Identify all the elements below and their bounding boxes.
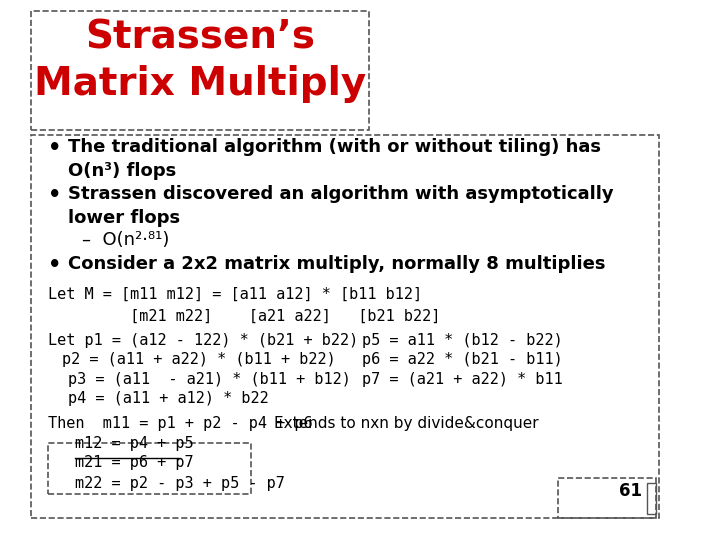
Text: Strassen discovered an algorithm with asymptotically: Strassen discovered an algorithm with as… xyxy=(68,185,614,202)
Text: 61: 61 xyxy=(619,482,642,501)
Text: •: • xyxy=(48,138,61,158)
Text: p5 = a11 * (b12 - b22): p5 = a11 * (b12 - b22) xyxy=(362,333,563,348)
Text: m22 = p2 - p3 + p5 - p7: m22 = p2 - p3 + p5 - p7 xyxy=(75,476,285,491)
Text: p3 = (a11  - a21) * (b11 + b12): p3 = (a11 - a21) * (b11 + b12) xyxy=(68,372,351,387)
Text: m12 = p4 + p5: m12 = p4 + p5 xyxy=(75,436,194,451)
Text: p2 = (a11 + a22) * (b11 + b22): p2 = (a11 + a22) * (b11 + b22) xyxy=(62,352,336,367)
Text: Strassen’s: Strassen’s xyxy=(85,19,315,57)
Text: m21 = p6 + p7: m21 = p6 + p7 xyxy=(75,455,194,470)
Text: –  O(n²·⁸¹): – O(n²·⁸¹) xyxy=(82,231,169,249)
Text: p7 = (a21 + a22) * b11: p7 = (a21 + a22) * b11 xyxy=(362,372,563,387)
Text: lower flops: lower flops xyxy=(68,209,181,227)
Text: Consider a 2x2 matrix multiply, normally 8 multiplies: Consider a 2x2 matrix multiply, normally… xyxy=(68,255,606,273)
Text: p4 = (a11 + a12) * b22: p4 = (a11 + a12) * b22 xyxy=(68,391,269,406)
Text: •: • xyxy=(48,185,61,205)
Text: The traditional algorithm (with or without tiling) has: The traditional algorithm (with or witho… xyxy=(68,138,601,156)
Text: Let p1 = (a12 - 122) * (b21 + b22): Let p1 = (a12 - 122) * (b21 + b22) xyxy=(48,333,359,348)
Text: Then  m11 = p1 + p2 - p4 + p6: Then m11 = p1 + p2 - p4 + p6 xyxy=(48,416,312,431)
Text: Let M = [m11 m12] = [a11 a12] * [b11 b12]: Let M = [m11 m12] = [a11 a12] * [b11 b12… xyxy=(48,287,423,302)
Text: Extends to nxn by divide&conquer: Extends to nxn by divide&conquer xyxy=(274,416,539,431)
Text: •: • xyxy=(48,255,61,275)
Text: O(n³) flops: O(n³) flops xyxy=(68,162,176,180)
Text: [m21 m22]    [a21 a22]   [b21 b22]: [m21 m22] [a21 a22] [b21 b22] xyxy=(48,309,441,324)
Text: Matrix Multiply: Matrix Multiply xyxy=(34,65,366,103)
Text: p6 = a22 * (b21 - b11): p6 = a22 * (b21 - b11) xyxy=(362,352,563,367)
